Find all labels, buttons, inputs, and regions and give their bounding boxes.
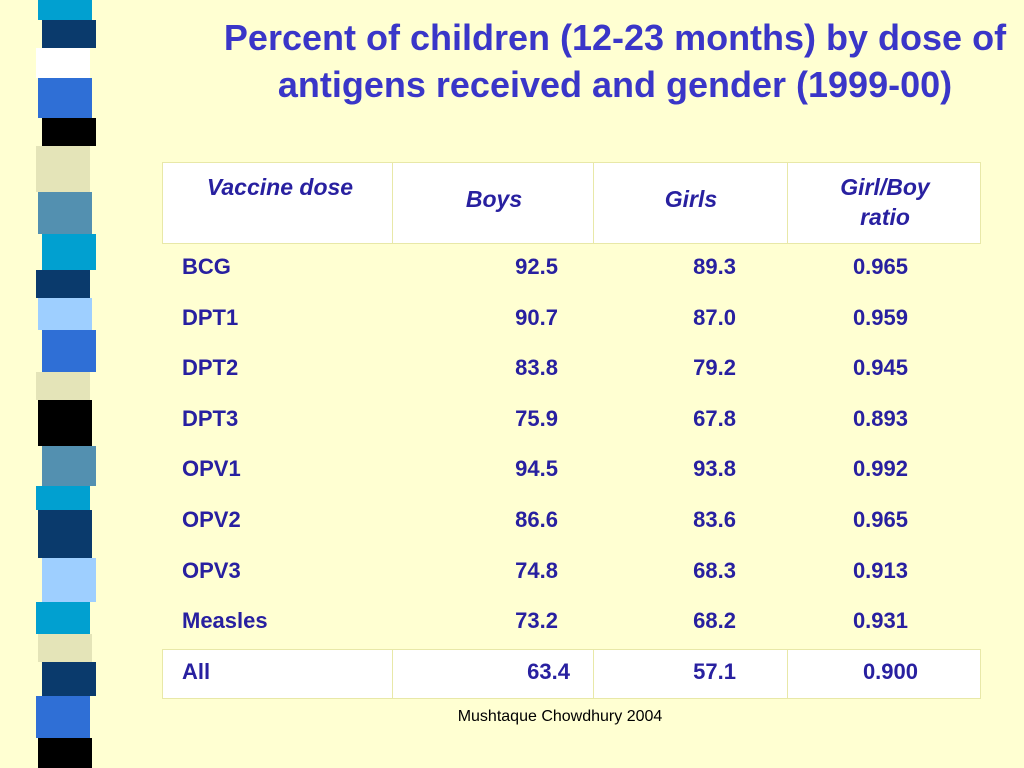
- table-cell: 89.3: [693, 254, 736, 279]
- total-cell: 0.900: [862, 659, 918, 684]
- table-cell: 0.893: [852, 405, 908, 431]
- table-cell: Measles: [182, 608, 268, 634]
- table-cell: 87.0: [693, 304, 736, 330]
- table-cell: BCG: [182, 254, 231, 279]
- table-cell: 0.965: [852, 254, 908, 279]
- sidebar-strip: [42, 234, 96, 270]
- table-cell: DPT2: [182, 355, 239, 381]
- slide-title: Percent of children (12-23 months) by do…: [223, 17, 1007, 105]
- table-cell: 67.8: [693, 405, 736, 431]
- header-boys: Boys: [465, 186, 523, 212]
- sidebar-strip: [38, 400, 92, 446]
- total-cell: All: [182, 659, 211, 684]
- table-cell: 0.959: [852, 304, 908, 330]
- header-vaccine-dose: Vaccine dose: [206, 174, 354, 200]
- table-cell: OPV2: [182, 507, 241, 532]
- total-cell: 57.1: [693, 659, 736, 684]
- sidebar-strip: [36, 372, 90, 400]
- table-cell: 94.5: [515, 456, 558, 482]
- header-girls: Girls: [664, 186, 718, 212]
- table-cell: 0.992: [852, 456, 908, 482]
- table-cell: 0.945: [852, 355, 908, 381]
- table-cell: 92.5: [515, 254, 558, 279]
- sidebar-strip: [38, 298, 92, 330]
- table-cell: 86.6: [515, 507, 558, 532]
- sidebar-strip: [36, 696, 90, 738]
- table-cell: OPV3: [182, 557, 241, 583]
- table-cell: 0.931: [852, 608, 908, 634]
- table-cell: DPT3: [182, 405, 239, 431]
- sidebar-strip: [42, 20, 96, 48]
- table-cell: 68.3: [693, 557, 736, 583]
- table-cell: DPT1: [182, 304, 239, 330]
- decorative-sidebar: [0, 0, 120, 768]
- table-cell: 83.8: [515, 355, 558, 381]
- sidebar-strip: [42, 330, 96, 372]
- table-cell: 79.2: [693, 355, 736, 381]
- sidebar-strip: [42, 558, 96, 602]
- table-cell: 93.8: [693, 456, 736, 482]
- sidebar-strip: [42, 446, 96, 486]
- table-cell: 74.8: [515, 557, 558, 583]
- table-cell: 73.2: [515, 608, 558, 634]
- sidebar-strip: [38, 78, 92, 118]
- sidebar-strip: [36, 602, 90, 634]
- table-header-background: [162, 162, 981, 244]
- sidebar-strip: [38, 510, 92, 558]
- table-cell: 75.9: [515, 405, 558, 431]
- sidebar-strip: [38, 738, 92, 768]
- source-credit: Mushtaque Chowdhury 2004: [457, 708, 663, 725]
- sidebar-strip: [36, 48, 90, 78]
- table-cell: 90.7: [515, 304, 558, 330]
- sidebar-strip: [42, 662, 96, 696]
- sidebar-strip: [42, 118, 96, 146]
- total-row-background: [162, 649, 981, 699]
- table-cell: 0.913: [852, 557, 908, 583]
- vaccination-table: Vaccine dose Boys Girls Girl/Boy ratio B…: [162, 162, 981, 699]
- sidebar-strip: [36, 486, 90, 510]
- sidebar-strip: [36, 270, 90, 298]
- sidebar-strip: [38, 0, 92, 20]
- header-girl-boy-ratio: Girl/Boy ratio: [840, 174, 930, 230]
- sidebar-strip: [38, 634, 92, 662]
- table-cell: OPV1: [182, 456, 241, 482]
- table-cell: 83.6: [693, 507, 736, 532]
- table-cell: 0.965: [852, 507, 908, 532]
- total-cell: 63.4: [527, 659, 570, 684]
- table-cell: 68.2: [693, 608, 736, 634]
- sidebar-strip: [38, 192, 92, 234]
- sidebar-strip: [36, 146, 90, 192]
